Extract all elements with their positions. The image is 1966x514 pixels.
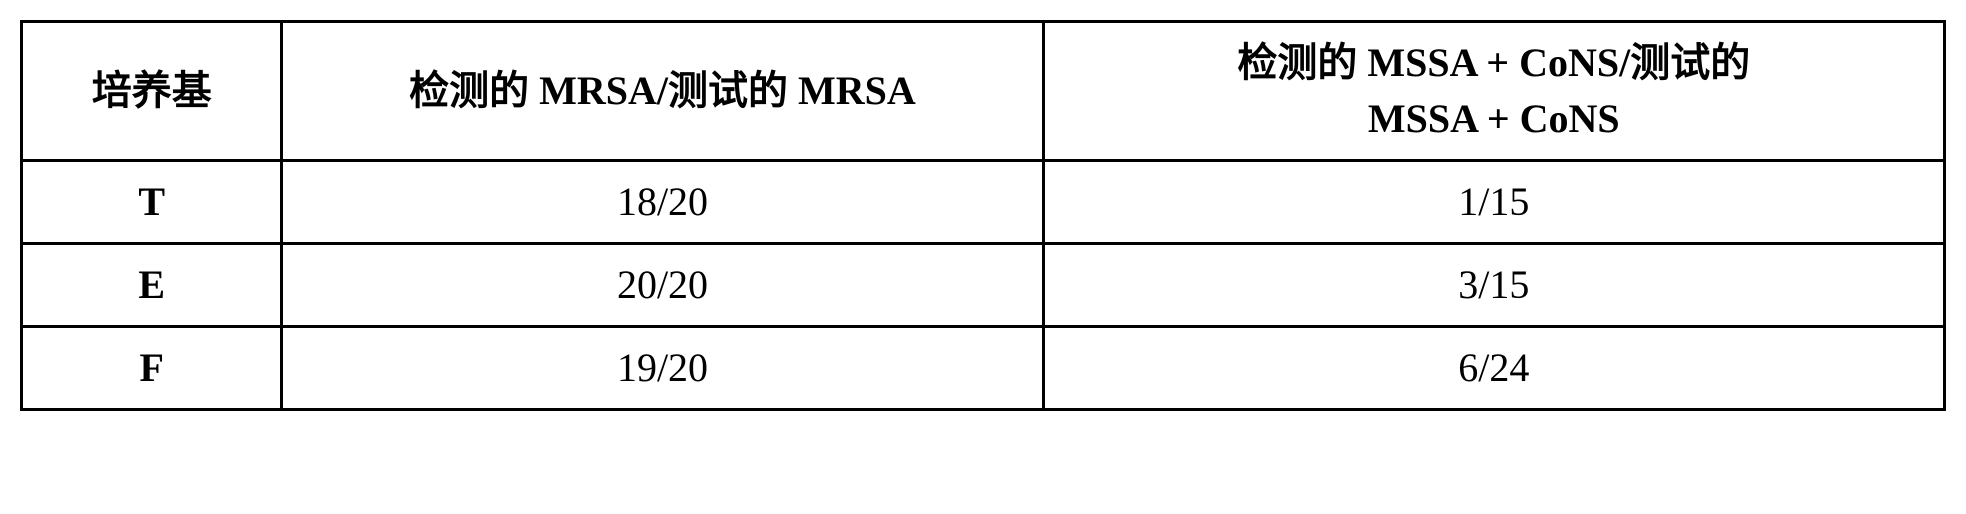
cell-medium: T [22,161,282,244]
cell-mssa: 3/15 [1043,244,1944,327]
cell-medium: E [22,244,282,327]
cell-mrsa: 19/20 [282,327,1043,410]
mrsa-detection-table: 培养基 检测的 MRSA/测试的 MRSA 检测的 MSSA + CoNS/测试… [20,20,1946,411]
col-header-medium: 培养基 [22,22,282,161]
cell-medium: F [22,327,282,410]
table-row: F 19/20 6/24 [22,327,1945,410]
col-header-mssa: 检测的 MSSA + CoNS/测试的 MSSA + CoNS [1043,22,1944,161]
cell-mssa: 6/24 [1043,327,1944,410]
cell-mssa: 1/15 [1043,161,1944,244]
cell-mrsa: 20/20 [282,244,1043,327]
table-row: T 18/20 1/15 [22,161,1945,244]
col-header-mssa-line1: 检测的 MSSA + CoNS/测试的 [1063,35,1925,91]
col-header-mrsa: 检测的 MRSA/测试的 MRSA [282,22,1043,161]
table-header-row: 培养基 检测的 MRSA/测试的 MRSA 检测的 MSSA + CoNS/测试… [22,22,1945,161]
cell-mrsa: 18/20 [282,161,1043,244]
col-header-mssa-line2: MSSA + CoNS [1063,91,1925,147]
table-row: E 20/20 3/15 [22,244,1945,327]
